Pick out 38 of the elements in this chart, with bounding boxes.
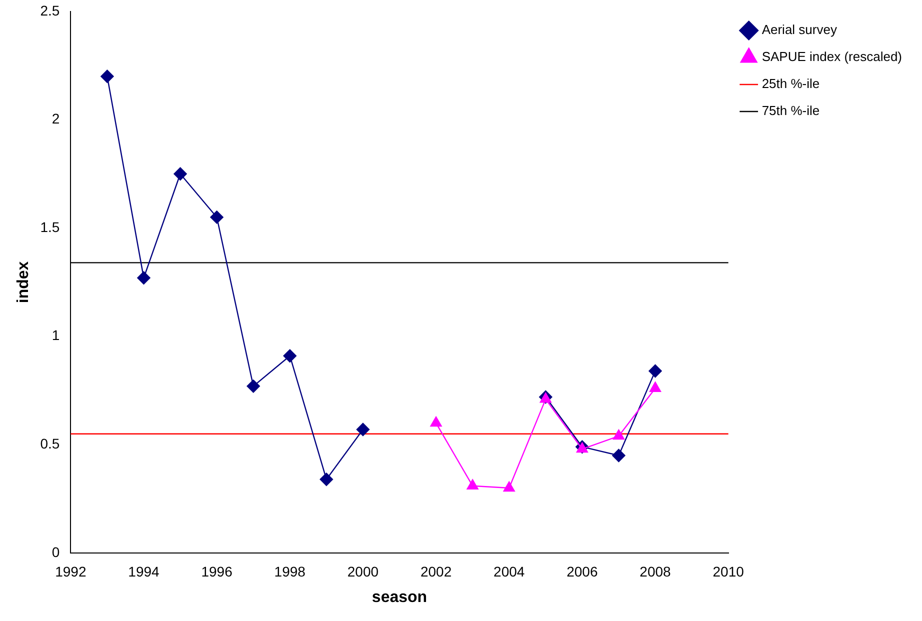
x-tick-label: 2002: [420, 563, 452, 580]
y-axis-title: index: [15, 261, 32, 304]
x-axis-title: season: [372, 588, 428, 606]
point: [174, 167, 187, 180]
point: [137, 271, 150, 284]
point: [503, 481, 515, 492]
point: [466, 479, 478, 490]
x-tick-label: 1992: [55, 563, 86, 580]
point: [612, 429, 625, 440]
y-tick-label: 0: [52, 544, 60, 560]
point: [246, 380, 260, 393]
point: [210, 210, 224, 224]
y-tick-label: 0.5: [40, 436, 60, 452]
x-tick-label: 2008: [640, 563, 672, 580]
point: [100, 70, 114, 83]
legend-label: 25th %-ile: [762, 76, 820, 92]
point: [430, 416, 442, 427]
legend-label: Aerial survey: [762, 22, 838, 38]
point: [649, 382, 662, 392]
point: [283, 349, 296, 362]
y-tick-label: 1.5: [40, 218, 60, 235]
x-tick-label: 2004: [494, 563, 525, 580]
x-tick-label: 1996: [201, 563, 233, 580]
x-tick-label: 2010: [712, 563, 744, 580]
legend-label: 75th %-ile: [762, 103, 820, 118]
point: [612, 448, 626, 462]
legend-label: SAPUE index (rescaled): [762, 49, 902, 64]
point: [540, 392, 552, 403]
point: [356, 422, 370, 436]
x-tick-label: 2000: [347, 563, 379, 580]
y-tick-label: 1: [52, 327, 60, 344]
y-tick-label: 2: [52, 110, 60, 127]
x-tick-label: 1994: [128, 563, 160, 580]
point: [648, 364, 662, 378]
x-tick-label: 1998: [274, 563, 306, 580]
point: [320, 472, 334, 486]
y-tick-label: 2.5: [40, 2, 60, 18]
x-tick-label: 2006: [566, 563, 598, 580]
